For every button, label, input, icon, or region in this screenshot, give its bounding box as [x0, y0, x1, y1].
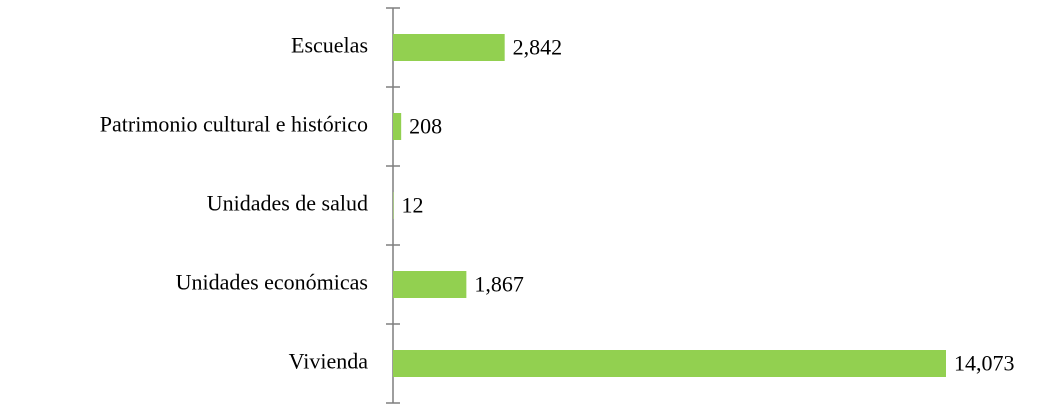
bar	[393, 271, 467, 298]
value-label: 208	[409, 114, 442, 139]
value-label: 12	[401, 193, 423, 218]
category-label: Unidades económicas	[176, 270, 368, 295]
category-label: Unidades de salud	[207, 191, 368, 216]
bar	[393, 350, 946, 377]
bar	[393, 113, 402, 140]
category-label: Escuelas	[291, 33, 368, 58]
bar	[393, 34, 505, 61]
value-label: 1,867	[474, 272, 524, 297]
value-label: 2,842	[513, 35, 563, 60]
category-label: Patrimonio cultural e histórico	[100, 112, 368, 137]
value-label: 14,073	[954, 351, 1015, 376]
category-label: Vivienda	[289, 349, 369, 374]
